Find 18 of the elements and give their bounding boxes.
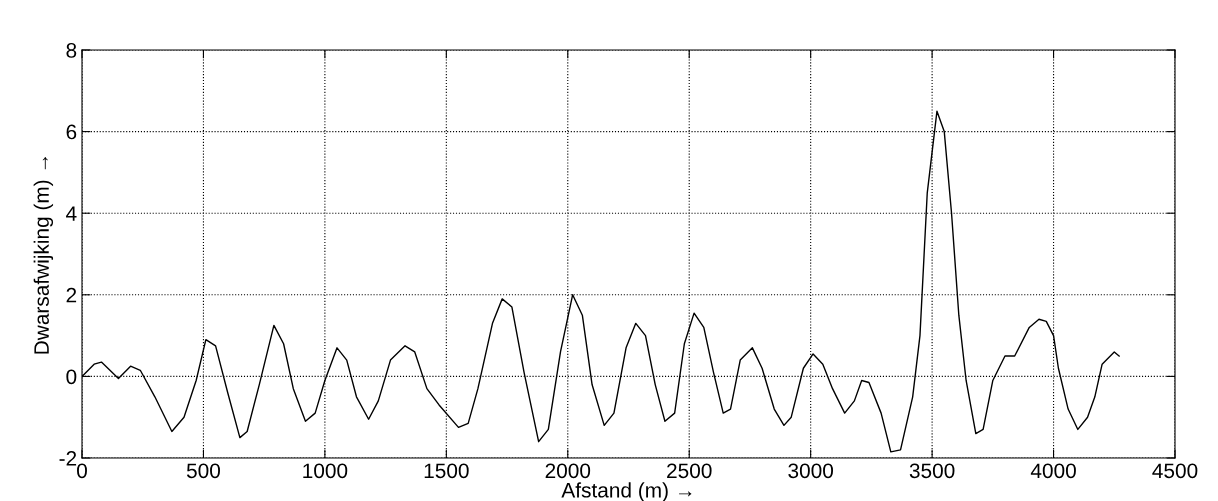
- x-tick-label: 3500: [909, 463, 955, 479]
- y-tick-label: 2: [66, 287, 77, 303]
- y-tick-label: 0: [66, 369, 77, 385]
- x-tick-label: 2000: [545, 463, 591, 479]
- y-axis-title: Dwarsafwijking (m) →: [33, 156, 54, 354]
- x-tick-label: 1500: [424, 463, 469, 479]
- x-axis-title: Afstand (m) →: [561, 482, 692, 501]
- x-tick-label: 1000: [303, 463, 348, 479]
- x-tick-label: 0: [77, 463, 87, 479]
- y-tick-label: 4: [66, 206, 77, 221]
- x-tick-label: 2500: [667, 463, 712, 479]
- y-tick-label: -2: [59, 451, 77, 466]
- x-tick-label: 3000: [788, 463, 834, 479]
- y-tick-label: 8: [66, 43, 77, 58]
- x-tick-label: 500: [186, 463, 221, 479]
- y-tick-label: 6: [66, 124, 77, 140]
- x-tick-label: 4000: [1030, 463, 1076, 479]
- x-tick-label: 4500: [1152, 463, 1198, 479]
